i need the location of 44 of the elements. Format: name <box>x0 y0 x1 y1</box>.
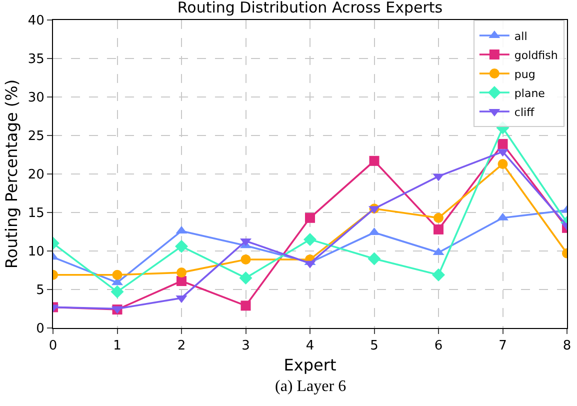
point <box>176 276 186 286</box>
y-tick-label: 30 <box>28 90 44 106</box>
point <box>498 158 508 169</box>
point <box>240 300 251 311</box>
point <box>240 254 251 264</box>
point <box>432 268 445 282</box>
x-tick-label: 3 <box>242 338 250 354</box>
x-tick-label: 4 <box>306 338 314 354</box>
point <box>305 212 315 223</box>
legend-label: pug <box>514 68 536 81</box>
x-tick-label: 6 <box>434 338 443 354</box>
point <box>368 252 381 266</box>
x-tick-label: 8 <box>562 338 572 354</box>
y-tick-label: 25 <box>28 129 44 144</box>
point <box>112 270 122 280</box>
x-tick-label: 7 <box>498 338 507 354</box>
legend-label: plane <box>514 86 546 100</box>
x-tick-label: 5 <box>370 338 378 354</box>
y-tick-label: 15 <box>28 206 44 222</box>
y-axis-title: Routing Percentage (%) <box>2 79 21 269</box>
point <box>498 138 508 149</box>
point <box>175 240 188 253</box>
y-tick-label: 5 <box>36 283 44 298</box>
x-tick-label: 0 <box>48 338 58 354</box>
y-tick-label: 0 <box>36 322 44 337</box>
point <box>176 268 186 278</box>
chart-title: Routing Distribution Across Experts <box>177 0 443 17</box>
y-tick-label: 10 <box>28 244 44 260</box>
legend-label: cliff <box>514 106 535 119</box>
y-tick-label: 35 <box>28 52 44 68</box>
point <box>110 285 124 298</box>
point <box>369 156 380 166</box>
point <box>434 224 444 234</box>
y-tick-label: 40 <box>28 14 44 29</box>
x-axis-title: Expert <box>284 355 336 374</box>
text: (a) Layer 6 <box>275 378 346 395</box>
x-tick-label: 2 <box>177 338 186 354</box>
legend-label: all <box>514 30 528 43</box>
point <box>304 232 316 246</box>
point <box>434 212 444 223</box>
point <box>239 271 252 284</box>
y-tick-label: 20 <box>28 168 44 183</box>
legend-label: goldfish <box>514 48 558 62</box>
x-tick-label: 1 <box>113 338 122 354</box>
